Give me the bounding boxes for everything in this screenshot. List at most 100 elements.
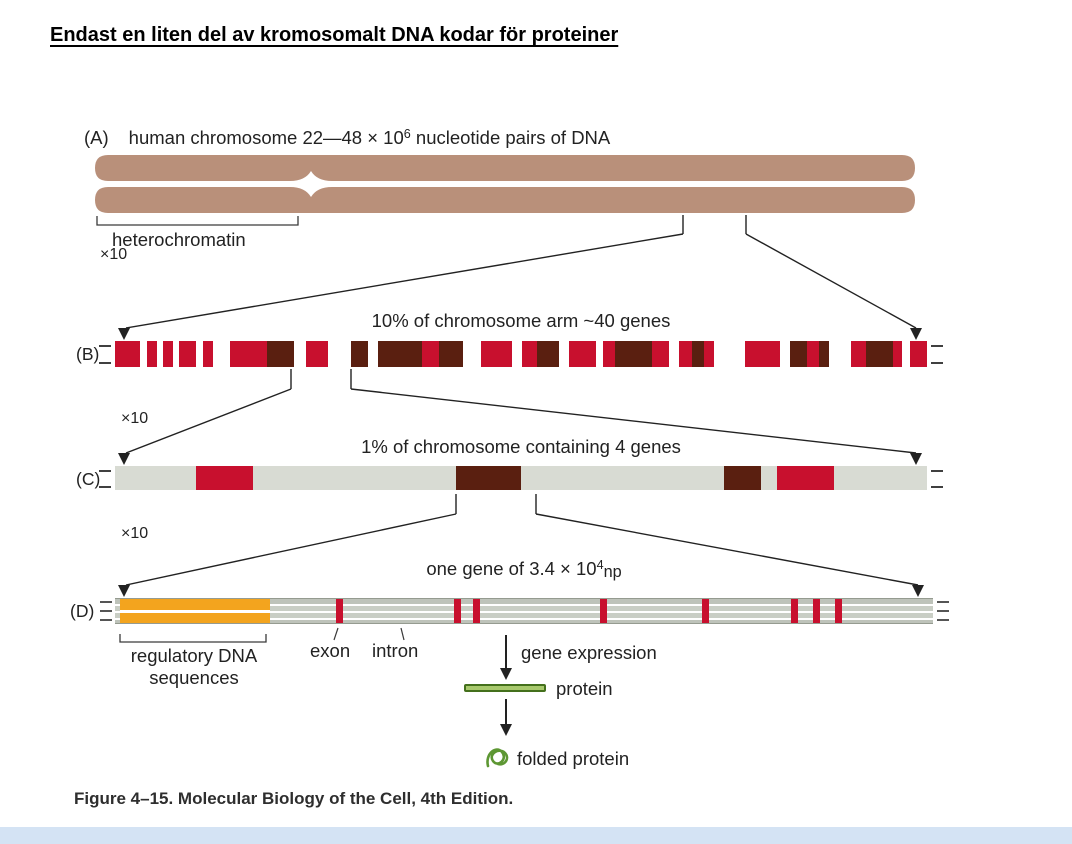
folded-protein-label: folded protein bbox=[517, 748, 630, 769]
bar-b-segment bbox=[267, 341, 295, 367]
bar-b-segment bbox=[536, 341, 560, 367]
bar-b-segment bbox=[559, 341, 569, 367]
exon-tick bbox=[702, 599, 710, 623]
bar-b-segment bbox=[178, 341, 196, 367]
bar-b-segment bbox=[819, 341, 829, 367]
bar-b-segment bbox=[522, 341, 537, 367]
bar-b-segment bbox=[463, 341, 481, 367]
bar-b-segment bbox=[230, 341, 268, 367]
bar-b-title: 10% of chromosome arm ~40 genes bbox=[371, 310, 671, 331]
bar-b-segment bbox=[669, 341, 680, 367]
bar-b-segment bbox=[294, 341, 307, 367]
bar-b-segment bbox=[195, 341, 204, 367]
bar-c-segment bbox=[776, 466, 834, 490]
bar-b-segment bbox=[779, 341, 790, 367]
bar-b-segment bbox=[512, 341, 523, 367]
bar-b-segment bbox=[713, 341, 746, 367]
gene-expression-label: gene expression bbox=[521, 642, 657, 663]
exon-tick bbox=[335, 599, 343, 623]
bar-b-segment bbox=[679, 341, 692, 367]
bar-b-segment bbox=[615, 341, 653, 367]
bar-b-segment bbox=[350, 341, 368, 367]
bar-b-segment bbox=[603, 341, 616, 367]
bar-b-segment bbox=[909, 341, 927, 367]
bar-b-segment bbox=[328, 341, 351, 367]
bar-c-segment bbox=[724, 466, 761, 490]
regulatory-dna-region bbox=[119, 599, 271, 623]
bar-b-segment bbox=[691, 341, 704, 367]
regulatory-dna-label: regulatory DNA sequences bbox=[130, 645, 258, 688]
panel-c-label: (C) bbox=[76, 469, 101, 489]
bar-b-segment bbox=[568, 341, 596, 367]
exon-tick bbox=[473, 599, 481, 623]
bar-c-segment bbox=[521, 466, 724, 490]
folding-arrow bbox=[500, 699, 512, 736]
bar-b-segment bbox=[162, 341, 173, 367]
bar-b-segment bbox=[595, 341, 604, 367]
bar-b-segment bbox=[156, 341, 163, 367]
chromosome-region-bar bbox=[115, 466, 927, 490]
gene-expression-arrow bbox=[500, 635, 512, 680]
zoom-label-b: ×10 bbox=[121, 410, 149, 427]
bar-b-segment bbox=[745, 341, 780, 367]
protein-bar bbox=[464, 684, 546, 692]
exon-tick bbox=[812, 599, 820, 623]
bar-c-segment bbox=[196, 466, 254, 490]
bar-c-segment bbox=[833, 466, 927, 490]
bar-b-segment bbox=[139, 341, 147, 367]
bar-c-segment bbox=[456, 466, 521, 490]
bar-b-segment bbox=[865, 341, 893, 367]
zoom-label-c: ×10 bbox=[121, 525, 149, 542]
panel-a-title: (A) human chromosome 22—48 × 106 nucleoti… bbox=[84, 127, 611, 148]
arrowhead-d-left bbox=[118, 585, 130, 597]
zoom-label-a: ×10 bbox=[100, 246, 128, 263]
bottom-strip bbox=[0, 827, 1072, 844]
panel-d-label: (D) bbox=[70, 601, 95, 621]
bar-b-segment bbox=[367, 341, 378, 367]
chromosome-shape bbox=[95, 155, 915, 213]
exon-intron-pointer-lines bbox=[333, 627, 405, 641]
bar-b-segment bbox=[438, 341, 464, 367]
exon-tick bbox=[790, 599, 798, 623]
bar-b-segment bbox=[703, 341, 714, 367]
exon-tick bbox=[600, 599, 608, 623]
intron-label: intron bbox=[372, 640, 419, 661]
folded-protein-icon bbox=[486, 748, 509, 768]
bar-b-segment bbox=[789, 341, 807, 367]
bar-c-title: 1% of chromosome containing 4 genes bbox=[361, 436, 681, 457]
bar-b-segment bbox=[306, 341, 329, 367]
arrowhead-d-right bbox=[912, 585, 924, 597]
bar-b-segment bbox=[115, 341, 140, 367]
exon-label: exon bbox=[310, 640, 351, 661]
panel-b-label: (B) bbox=[76, 344, 100, 364]
bar-b-segment bbox=[806, 341, 820, 367]
heterochromatin-label: heterochromatin bbox=[112, 229, 246, 250]
bar-b-segment bbox=[377, 341, 422, 367]
bar-c-segment bbox=[760, 466, 777, 490]
page-title: Endast en liten del av kromosomalt DNA k… bbox=[50, 24, 619, 46]
regulatory-bracket bbox=[119, 634, 267, 643]
figure-caption: Figure 4–15. Molecular Biology of the Ce… bbox=[74, 789, 514, 808]
protein-label: protein bbox=[556, 678, 613, 699]
bar-b-segment bbox=[828, 341, 851, 367]
heterochromatin-bracket bbox=[96, 216, 299, 226]
bar-b-segment bbox=[146, 341, 157, 367]
bar-b-segment bbox=[203, 341, 214, 367]
bar-b-segment bbox=[850, 341, 866, 367]
bar-b-segment bbox=[480, 341, 513, 367]
bar-b-segment bbox=[421, 341, 439, 367]
bar-b-segment bbox=[172, 341, 179, 367]
chromosome-arm-bar bbox=[115, 341, 927, 367]
bar-c-segment bbox=[253, 466, 457, 490]
bar-b-segment bbox=[213, 341, 231, 367]
bar-d-title: one gene of 3.4 × 104np bbox=[426, 558, 622, 581]
exon-tick bbox=[834, 599, 842, 623]
gene-bar bbox=[115, 598, 933, 624]
bar-b-segment bbox=[902, 341, 910, 367]
bar-c-segment bbox=[115, 466, 197, 490]
bar-b-segment bbox=[652, 341, 670, 367]
bar-b-segment bbox=[892, 341, 903, 367]
panel-a-label: (A) bbox=[84, 127, 109, 148]
exon-tick bbox=[454, 599, 462, 623]
